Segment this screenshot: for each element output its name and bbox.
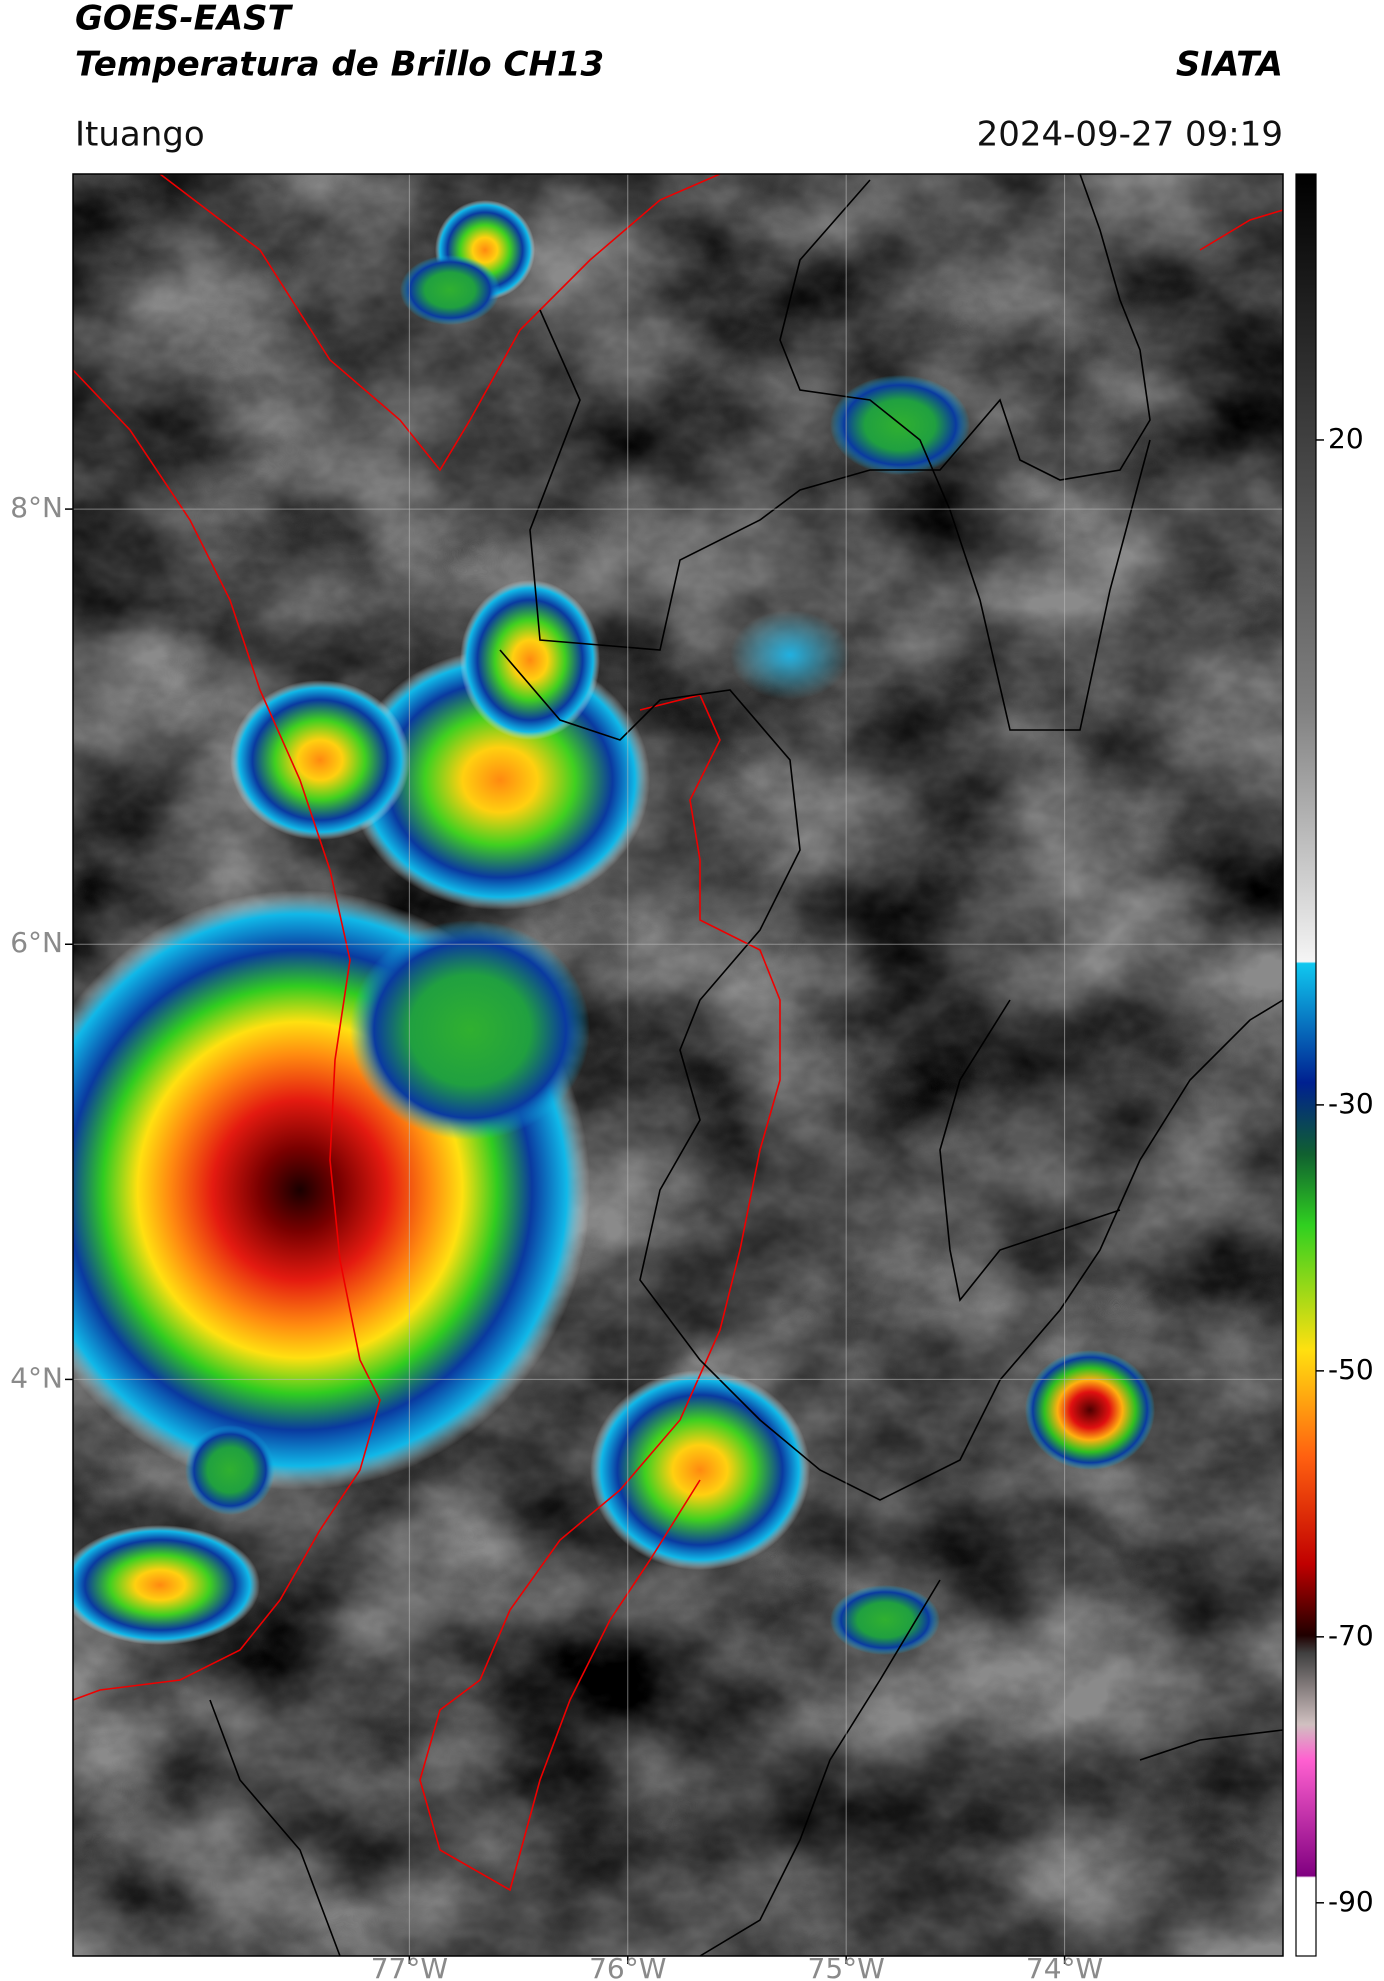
colorbar-tick-label: -70 xyxy=(1328,1619,1374,1652)
colorbar-tick-label: -30 xyxy=(1328,1087,1374,1120)
lon-tick-label: 77°W xyxy=(371,1952,448,1981)
lon-tick-label: 75°W xyxy=(808,1952,885,1981)
colorbar xyxy=(1295,173,1317,1957)
lat-tick-label: 8°N xyxy=(10,491,63,524)
colorbar-tick-label: -50 xyxy=(1328,1353,1374,1386)
lon-tick-label: 74°W xyxy=(1026,1952,1103,1981)
location: Ituango xyxy=(75,115,205,155)
colorbar-tick-label: 20 xyxy=(1328,422,1364,455)
title: GOES-EAST xyxy=(75,0,294,39)
graticule xyxy=(73,174,1283,1956)
map-frame xyxy=(72,173,1284,1957)
datetime: 2024-09-27 09:19 xyxy=(977,115,1283,155)
lat-tick-label: 4°N xyxy=(10,1361,63,1394)
lon-tick-label: 76°W xyxy=(589,1952,666,1981)
subtitle: Temperatura de Brillo CH13 xyxy=(75,45,604,85)
satellite-image xyxy=(73,174,1283,1956)
lat-tick-label: 6°N xyxy=(10,926,63,959)
source: SIATA xyxy=(1176,45,1283,85)
colorbar-tick-label: -90 xyxy=(1328,1885,1374,1918)
